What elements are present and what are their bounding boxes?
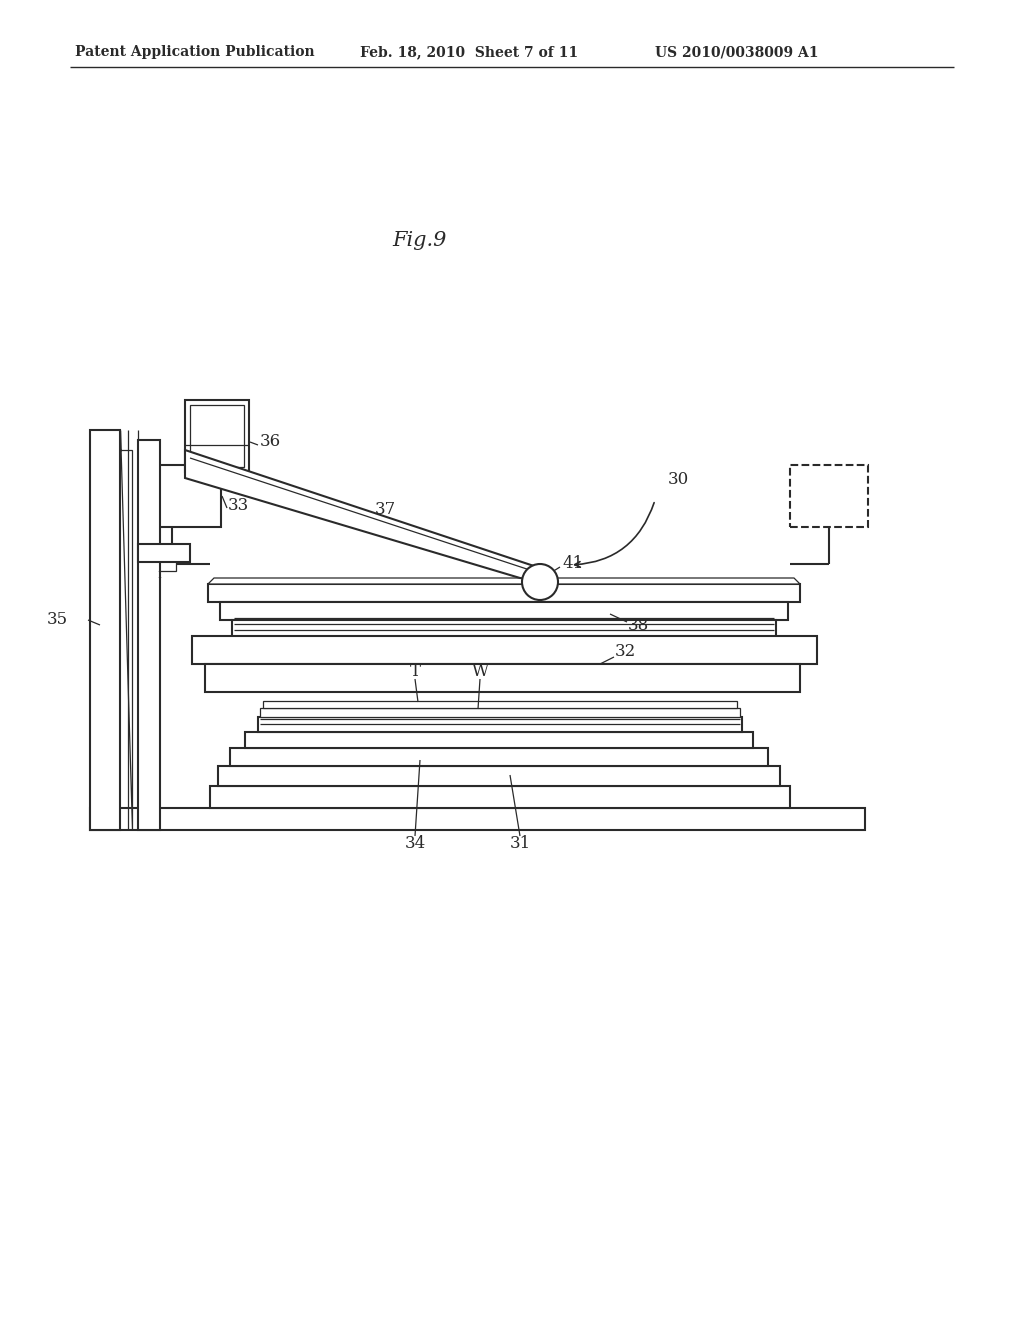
Text: I: I (157, 570, 161, 579)
Polygon shape (120, 430, 132, 830)
Bar (220, 602, 788, 620)
Text: 35: 35 (47, 611, 68, 628)
Bar (790, 465, 868, 527)
Text: W: W (471, 664, 488, 681)
Text: US 2010/0038009 A1: US 2010/0038009 A1 (655, 45, 818, 59)
Bar (138, 440, 160, 830)
Text: T: T (410, 664, 421, 681)
Bar (232, 620, 776, 638)
Circle shape (522, 564, 558, 601)
Bar (208, 583, 800, 602)
Text: 32: 32 (615, 644, 636, 660)
Text: Patent Application Publication: Patent Application Publication (75, 45, 314, 59)
Bar (138, 544, 190, 562)
Bar (258, 717, 742, 733)
Text: 41: 41 (562, 554, 584, 572)
Bar (245, 733, 753, 748)
Text: 30: 30 (668, 471, 689, 488)
Bar (210, 785, 790, 808)
Bar (218, 766, 780, 785)
Bar (90, 808, 865, 830)
Text: 33: 33 (228, 496, 249, 513)
Bar (193, 636, 817, 664)
Bar (143, 465, 221, 527)
Text: 31: 31 (509, 834, 530, 851)
Bar (185, 400, 249, 473)
Polygon shape (185, 450, 554, 582)
Text: 38: 38 (628, 616, 649, 634)
Bar (190, 405, 244, 467)
Bar (90, 430, 120, 830)
Bar (260, 708, 740, 717)
Bar (205, 664, 800, 692)
Polygon shape (208, 578, 800, 583)
Text: 34: 34 (404, 834, 426, 851)
Bar (230, 748, 768, 766)
Bar (263, 701, 737, 708)
Text: Fig.9: Fig.9 (393, 231, 447, 249)
Text: 36: 36 (260, 433, 282, 450)
Text: Feb. 18, 2010  Sheet 7 of 11: Feb. 18, 2010 Sheet 7 of 11 (360, 45, 579, 59)
Text: 37: 37 (375, 502, 396, 519)
Bar (158, 561, 176, 572)
